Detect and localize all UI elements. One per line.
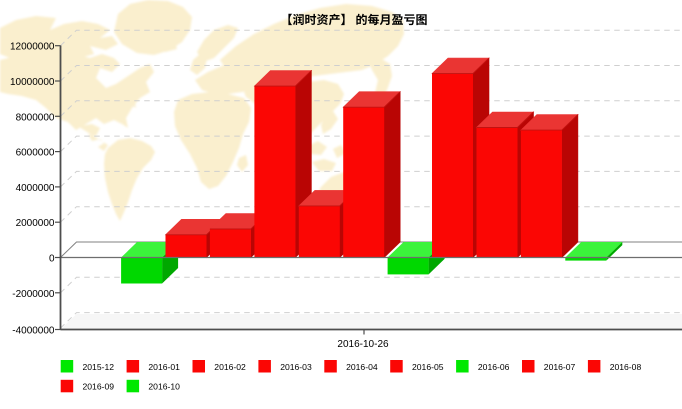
svg-text:2016-06: 2016-06 [478,362,510,372]
svg-text:2016-10: 2016-10 [148,382,180,392]
svg-text:2016-10-26: 2016-10-26 [337,339,389,350]
svg-text:2016-05: 2016-05 [412,362,444,372]
svg-text:2016-07: 2016-07 [544,362,576,372]
svg-text:-2000000: -2000000 [12,289,55,300]
svg-text:2016-01: 2016-01 [148,362,180,372]
svg-text:6000000: 6000000 [16,148,55,159]
svg-text:2016-02: 2016-02 [214,362,246,372]
svg-text:2016-03: 2016-03 [280,362,312,372]
svg-text:10000000: 10000000 [10,77,55,88]
svg-text:2016-08: 2016-08 [610,362,642,372]
svg-text:12000000: 12000000 [10,42,55,53]
svg-text:2016-04: 2016-04 [346,362,378,372]
svg-text:2000000: 2000000 [16,218,55,229]
svg-text:2016-09: 2016-09 [83,382,115,392]
svg-text:8000000: 8000000 [16,112,55,123]
svg-text:2015-12: 2015-12 [83,362,115,372]
svg-text:0: 0 [49,254,55,265]
svg-text:4000000: 4000000 [16,183,55,194]
svg-text:-4000000: -4000000 [12,326,55,337]
